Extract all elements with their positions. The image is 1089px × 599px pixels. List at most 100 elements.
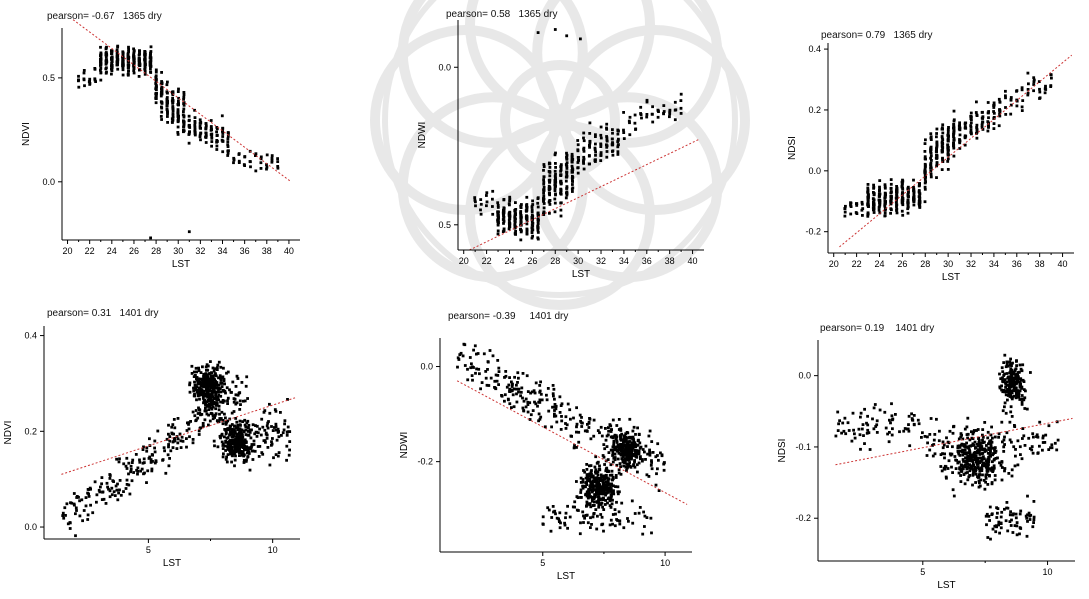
data-point [622, 450, 625, 453]
data-point [849, 201, 852, 204]
data-point [226, 386, 229, 389]
data-point [258, 455, 261, 458]
data-point [600, 137, 603, 140]
data-point [246, 449, 249, 452]
data-point [102, 491, 105, 494]
data-point [610, 463, 613, 466]
data-point [105, 71, 108, 74]
data-point [571, 171, 574, 174]
data-point [590, 523, 593, 526]
data-point [606, 491, 609, 494]
data-point [650, 532, 653, 535]
data-point [575, 425, 578, 428]
data-point [182, 130, 185, 133]
data-point [537, 231, 540, 234]
data-point [582, 159, 585, 162]
data-point [531, 200, 534, 203]
x-tick-label: 5 [920, 567, 925, 577]
data-point [605, 135, 608, 138]
data-point [617, 485, 620, 488]
data-point [626, 467, 629, 470]
data-point [565, 427, 568, 430]
data-point [951, 445, 954, 448]
data-point [953, 155, 956, 158]
data-point [1024, 390, 1027, 393]
data-point [980, 442, 983, 445]
data-point [964, 482, 967, 485]
data-point [202, 422, 205, 425]
data-point [998, 373, 1001, 376]
data-point [554, 512, 557, 515]
data-point [583, 150, 586, 153]
data-point [641, 533, 644, 536]
data-point [928, 449, 931, 452]
data-point [127, 63, 130, 66]
data-point [998, 109, 1001, 112]
data-point [256, 435, 259, 438]
scatter-points [835, 354, 1060, 541]
data-point [889, 422, 892, 425]
data-point [539, 418, 542, 421]
x-tick-label: 26 [129, 246, 139, 256]
data-point [537, 206, 540, 209]
data-point [873, 193, 876, 196]
data-point [239, 420, 242, 423]
data-point [127, 462, 130, 465]
data-point [844, 432, 847, 435]
data-point [641, 460, 644, 463]
data-point [1003, 443, 1006, 446]
data-point [1003, 508, 1006, 511]
data-point [592, 516, 595, 519]
data-point [554, 166, 557, 169]
data-point [946, 144, 949, 147]
data-point [531, 203, 534, 206]
data-point [1044, 87, 1047, 90]
data-point [249, 165, 252, 168]
data-point [640, 446, 643, 449]
data-point [906, 428, 909, 431]
data-point [188, 124, 191, 127]
data-point [538, 413, 541, 416]
data-point [924, 178, 927, 181]
data-point [605, 467, 608, 470]
data-point [146, 469, 149, 472]
data-point [543, 175, 546, 178]
data-point [94, 68, 97, 71]
data-point [83, 78, 86, 81]
data-point [485, 204, 488, 207]
data-point [639, 455, 642, 458]
data-point [110, 487, 113, 490]
data-point [582, 156, 585, 159]
data-point [229, 433, 232, 436]
data-point [517, 391, 520, 394]
data-point [617, 449, 620, 452]
data-point [160, 87, 163, 90]
x-tick-label: 26 [527, 256, 537, 266]
data-point [218, 361, 221, 364]
data-point [598, 468, 601, 471]
data-point [503, 400, 506, 403]
data-point [526, 374, 529, 377]
data-point [234, 448, 237, 451]
data-point [593, 504, 596, 507]
data-point [942, 441, 945, 444]
data-point [866, 429, 869, 432]
data-point [605, 123, 608, 126]
data-point [630, 453, 633, 456]
data-point [585, 463, 588, 466]
data-point [912, 179, 915, 182]
data-point [497, 383, 500, 386]
data-point [547, 387, 550, 390]
data-point [166, 115, 169, 118]
data-point [936, 128, 939, 131]
x-tick-label: 5 [540, 558, 545, 568]
data-point [238, 152, 241, 155]
data-point [177, 90, 180, 93]
data-point [496, 220, 499, 223]
data-point [238, 454, 241, 457]
data-point [166, 108, 169, 111]
data-point [1021, 109, 1024, 112]
data-point [154, 451, 157, 454]
data-point [611, 138, 614, 141]
data-point [589, 516, 592, 519]
